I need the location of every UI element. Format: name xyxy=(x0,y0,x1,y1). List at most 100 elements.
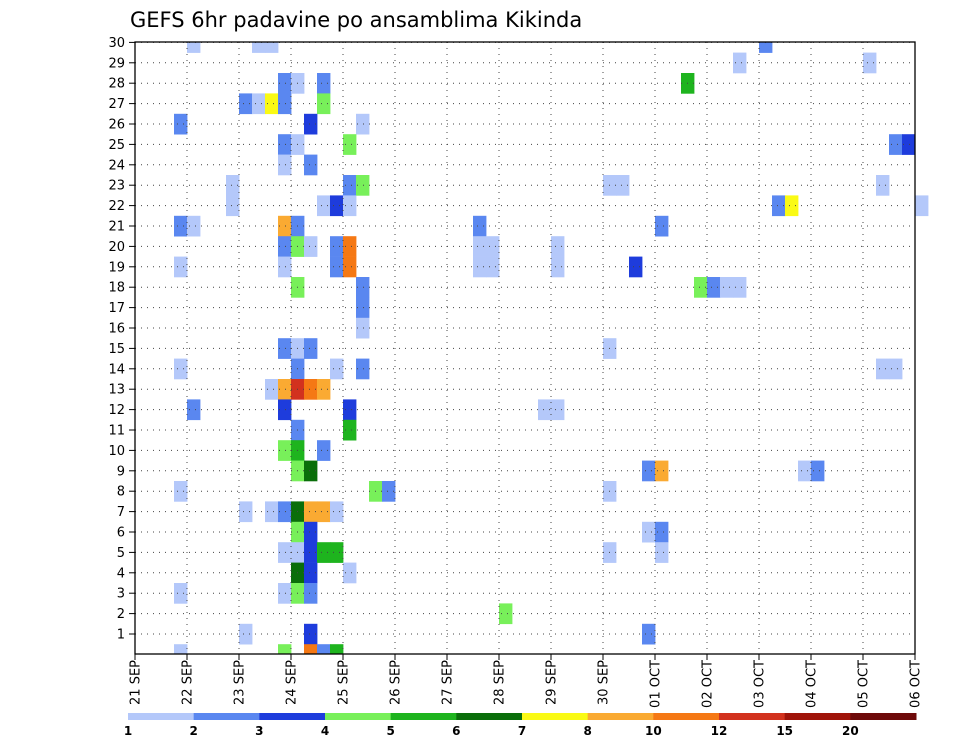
legend-label: 6 xyxy=(452,724,460,738)
legend-swatch xyxy=(719,713,786,720)
heatmap-cell xyxy=(317,195,331,217)
heatmap-cell xyxy=(304,562,318,584)
legend-label: 15 xyxy=(776,724,793,738)
y-tick-label: 20 xyxy=(108,240,125,255)
y-tick-label: 17 xyxy=(108,301,125,316)
heatmap-cell xyxy=(278,215,292,237)
heatmap-cell xyxy=(278,256,292,278)
heatmap-cell xyxy=(811,460,825,482)
legend-swatch xyxy=(587,713,654,720)
heatmap-cell xyxy=(343,256,357,278)
y-tick-label: 27 xyxy=(108,97,125,112)
legend-label: 5 xyxy=(386,724,394,738)
heatmap-cell xyxy=(252,93,266,115)
heatmap-cell xyxy=(343,419,357,441)
heatmap-cell xyxy=(187,42,201,53)
y-tick-label: 10 xyxy=(108,444,125,459)
heatmap-cell xyxy=(317,93,331,115)
heatmap-cell xyxy=(304,501,318,523)
heatmap-cell xyxy=(915,195,929,217)
y-tick-label: 14 xyxy=(108,362,125,377)
heatmap-cell xyxy=(343,195,357,217)
heatmap-cell xyxy=(330,236,344,257)
heatmap-cell xyxy=(239,93,253,115)
x-tick-label: 29 SEP xyxy=(545,660,560,705)
heatmap-cell xyxy=(187,215,201,237)
y-tick-label: 15 xyxy=(108,342,125,357)
heatmap-cell xyxy=(278,542,292,563)
heatmap-cell xyxy=(356,175,370,196)
heatmap-cell xyxy=(304,236,318,257)
x-tick-label: 26 SEP xyxy=(389,660,404,705)
x-tick-label: 05 OCT xyxy=(857,660,872,708)
heatmap-cell xyxy=(278,73,292,94)
y-tick-label: 28 xyxy=(108,77,125,92)
legend-swatch xyxy=(850,713,917,720)
heatmap-cell xyxy=(330,542,344,563)
heatmap-cell xyxy=(642,460,656,482)
heatmap-cell xyxy=(902,134,916,155)
heatmap-cell xyxy=(174,583,188,604)
heatmap-cell xyxy=(278,440,292,461)
heatmap-cell xyxy=(239,501,253,523)
legend-swatch xyxy=(522,713,589,720)
heatmap-cell xyxy=(317,644,331,655)
heatmap-cell xyxy=(876,175,890,196)
heatmap-cell xyxy=(551,256,565,278)
legend-swatch xyxy=(784,713,851,720)
y-tick-label: 9 xyxy=(117,464,125,479)
heatmap-cell xyxy=(551,236,565,257)
y-tick-label: 3 xyxy=(117,587,125,602)
heatmap-cell xyxy=(278,236,292,257)
y-tick-label: 1 xyxy=(117,628,125,643)
legend-label: 8 xyxy=(583,724,591,738)
heatmap-cell xyxy=(265,501,279,523)
y-tick-label: 13 xyxy=(108,383,125,398)
y-tick-label: 19 xyxy=(108,260,125,275)
heatmap-cell xyxy=(304,644,318,655)
legend-swatch xyxy=(128,713,195,720)
x-tick-label: 25 SEP xyxy=(337,660,352,705)
x-tick-label: 30 SEP xyxy=(597,660,612,705)
heatmap-cell xyxy=(863,52,877,74)
y-tick-label: 16 xyxy=(108,322,125,337)
x-tick-label: 27 SEP xyxy=(441,660,456,705)
legend-label: 12 xyxy=(711,724,728,738)
heatmap-cell xyxy=(642,521,656,543)
heatmap-cell xyxy=(356,277,370,298)
heatmap-cell xyxy=(265,42,279,53)
y-tick-label: 11 xyxy=(108,424,125,439)
heatmap-cell xyxy=(382,481,396,502)
heatmap-cell xyxy=(473,236,487,257)
heatmap-cell xyxy=(655,460,669,482)
heatmap-cell xyxy=(304,521,318,543)
legend-swatch xyxy=(193,713,260,720)
chart-title: GEFS 6hr padavine po ansamblima Kikinda xyxy=(130,8,582,32)
grid-lines xyxy=(135,41,915,654)
heatmap-cell xyxy=(330,358,344,380)
heatmap-cell xyxy=(278,93,292,115)
heatmap-cell xyxy=(187,399,201,421)
heatmap-cell xyxy=(486,256,500,278)
x-tick-label: 02 OCT xyxy=(701,660,716,708)
heatmap-cell xyxy=(343,399,357,421)
heatmap-cell xyxy=(473,215,487,237)
heatmap-cell xyxy=(473,256,487,278)
legend-label: 7 xyxy=(518,724,526,738)
heatmap-cell xyxy=(876,358,890,380)
heatmap-cell xyxy=(694,277,708,298)
heatmap-cell xyxy=(304,460,318,482)
heatmap-cell xyxy=(785,195,799,217)
y-tick-label: 12 xyxy=(108,403,125,418)
heatmap-cell xyxy=(616,175,630,196)
heatmap-cell xyxy=(304,623,318,645)
heatmap-cell xyxy=(174,113,188,135)
heatmap-cell xyxy=(655,542,669,563)
heatmap-cell xyxy=(486,236,500,257)
heatmap-cell xyxy=(226,175,240,196)
y-tick-label: 21 xyxy=(108,220,125,235)
y-tick-label: 6 xyxy=(117,526,125,541)
legend-label: 20 xyxy=(842,724,859,738)
heatmap-cell xyxy=(278,134,292,155)
heatmap-cell xyxy=(304,338,318,359)
